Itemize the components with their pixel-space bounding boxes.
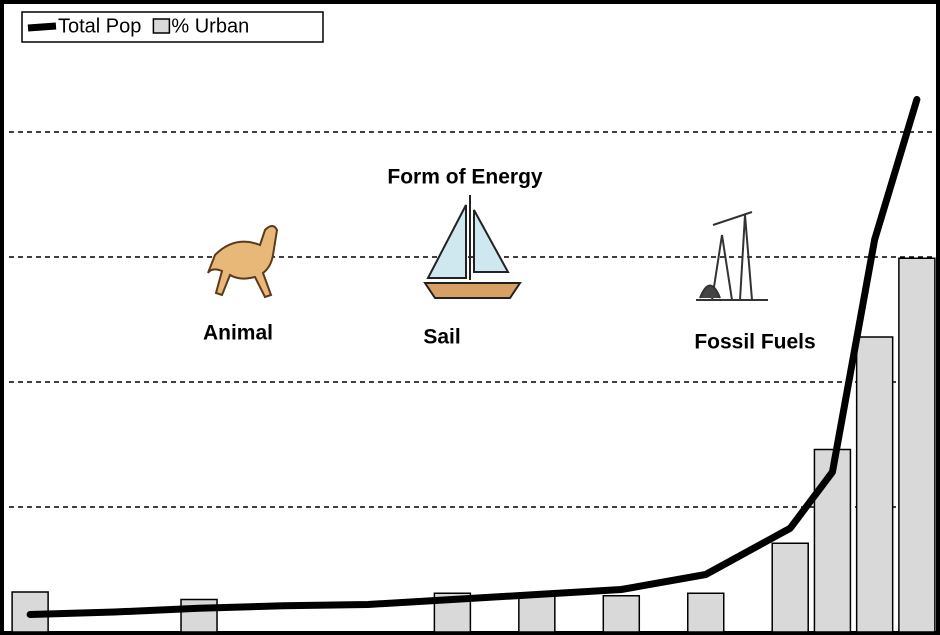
bar	[603, 596, 639, 632]
chart: Form of Energy Animal Sail Fossil Fuels …	[0, 0, 940, 635]
legend-swatch	[28, 26, 56, 28]
bar	[519, 596, 555, 632]
page: Form of Energy Animal Sail Fossil Fuels …	[0, 0, 940, 635]
annotation: Animal	[203, 322, 273, 345]
legend: Total Pop % Urban	[22, 12, 323, 42]
bar	[857, 337, 893, 632]
legend-label: Total Pop	[58, 15, 141, 37]
plot-frame	[2, 2, 938, 633]
bar	[772, 543, 808, 632]
bar	[688, 593, 724, 632]
legend-swatch	[153, 19, 169, 33]
bar	[899, 258, 935, 632]
annotation: Fossil Fuels	[694, 331, 815, 354]
bar	[181, 600, 217, 633]
annotation: Sail	[423, 326, 460, 349]
legend-label: % Urban	[171, 15, 249, 37]
annotation: Form of Energy	[387, 166, 543, 189]
